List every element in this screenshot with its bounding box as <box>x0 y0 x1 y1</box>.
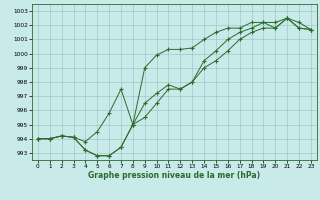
X-axis label: Graphe pression niveau de la mer (hPa): Graphe pression niveau de la mer (hPa) <box>88 171 260 180</box>
